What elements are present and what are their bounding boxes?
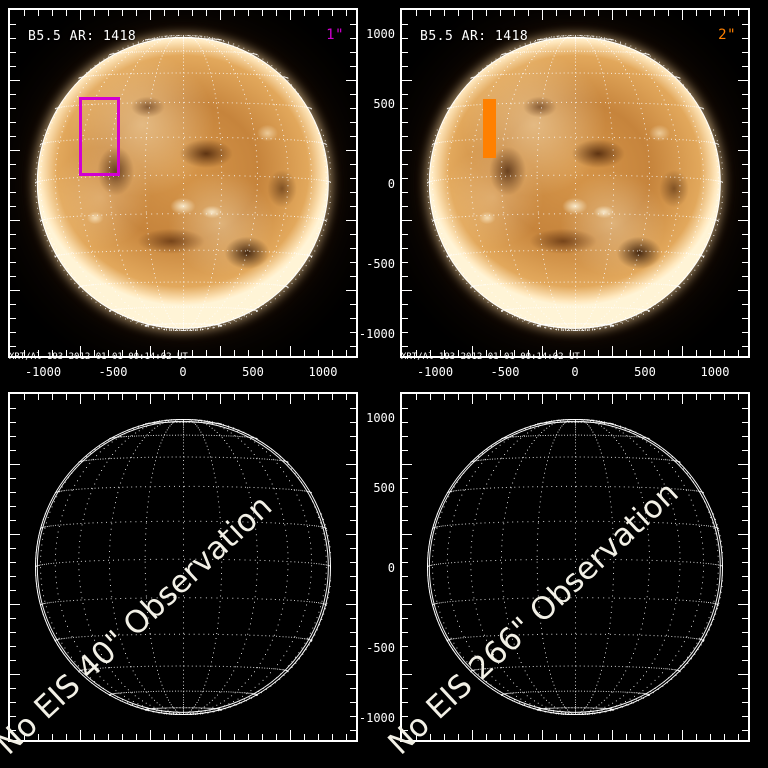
ytick-label-tr-0: 1000	[366, 27, 395, 41]
ytick-label-tr-4: -1000	[358, 327, 395, 341]
panel-bottom-right-image	[402, 394, 748, 740]
ytick-label-br-4: -1000	[358, 711, 395, 725]
panel-top-left-image	[10, 10, 356, 356]
xtick-label-tl-2: 0	[179, 365, 187, 379]
ytick-label-tr-1: 500	[373, 97, 395, 111]
ytick-label-tr-3: -500	[366, 257, 395, 271]
heliographic-grid	[35, 34, 332, 332]
xtick-label-trp-4: 1000	[700, 365, 730, 379]
panel-bottom-left-image	[10, 394, 356, 740]
xtick-label-trp-3: 500	[634, 365, 656, 379]
xtick-label-tl-1: -500	[98, 365, 128, 379]
fov-box-orange[interactable]	[483, 99, 496, 158]
xtick-label-trp-0: -1000	[416, 365, 454, 379]
panel-title-top-right: B5.5 AR: 1418	[420, 29, 529, 44]
ytick-label-br-1: 500	[373, 481, 395, 495]
xtick-label-tl-4: 1000	[308, 365, 338, 379]
heliographic-grid	[427, 418, 724, 716]
panel-bottom-left[interactable]	[8, 392, 358, 742]
ytick-label-tr-2: 0	[387, 177, 395, 191]
ytick-label-br-2: 0	[387, 561, 395, 575]
panel-top-right[interactable]: B5.5 AR: 1418 2"	[400, 8, 750, 358]
xtick-label-trp-1: -500	[490, 365, 520, 379]
xtick-label-trp-2: 0	[571, 365, 579, 379]
timestamp-top-right: XRT/Al 193 2012-01-01 00:14:02 UT	[401, 352, 580, 362]
heliographic-grid	[35, 418, 332, 716]
scale-label-top-left: 1"	[326, 27, 344, 43]
ytick-label-br-3: -500	[366, 641, 395, 655]
heliographic-grid	[427, 34, 724, 332]
xtick-label-tl-3: 500	[242, 365, 264, 379]
panel-title-top-left: B5.5 AR: 1418	[28, 29, 137, 44]
panel-top-right-image	[402, 10, 748, 356]
scale-label-top-right: 2"	[718, 27, 736, 43]
panel-top-left[interactable]: B5.5 AR: 1418 1"	[8, 8, 358, 358]
timestamp-top-left: XRT/Al 193 2012-01-01 00:14:02 UT	[9, 352, 188, 362]
xtick-label-tl-0: -1000	[24, 365, 62, 379]
ytick-label-br-0: 1000	[366, 411, 395, 425]
fov-box-magenta[interactable]	[79, 97, 120, 176]
